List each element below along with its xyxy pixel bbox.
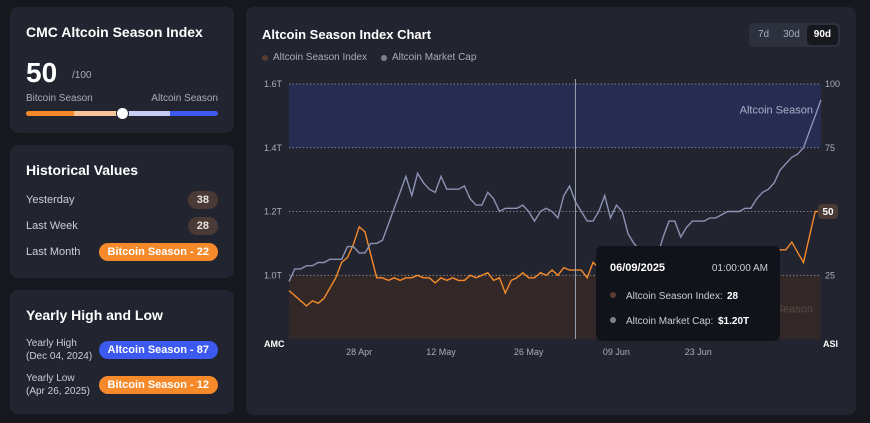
tooltip-dot-index [610, 292, 616, 298]
right-axis-label: ASI [823, 339, 838, 349]
scale-indicator-knob [116, 108, 128, 119]
x-axis-tick: 09 Jun [603, 347, 630, 357]
historical-values-card: Historical Values Yesterday 38 Last Week… [10, 145, 234, 278]
tooltip-date: 06/09/2025 [610, 262, 665, 274]
current-index-badge: 50 [818, 204, 838, 219]
left-axis-tick: 1.0T [264, 270, 283, 280]
right-axis-tick: 25 [825, 270, 835, 280]
yearly-high-text: Yearly High [26, 338, 77, 349]
yearly-high-low-card: Yearly High and Low Yearly High (Dec 04,… [10, 290, 234, 414]
hist-lastweek-badge: 28 [187, 217, 218, 235]
chart-tooltip: 06/09/2025 01:00:00 AM Altcoin Season In… [596, 246, 780, 341]
tooltip-mcap-value: $1.20T [718, 316, 749, 327]
x-axis-tick: 26 May [514, 347, 544, 357]
legend-label-index: Altcoin Season Index [273, 52, 367, 63]
left-axis-tick: 1.4T [264, 143, 283, 153]
legend-label-mcap: Altcoin Market Cap [391, 52, 477, 63]
hist-lastmonth-badge: Bitcoin Season - 22 [98, 243, 218, 261]
tooltip-index-value: 28 [727, 291, 739, 302]
range-selector: 7d 30d 90d [748, 23, 840, 47]
range-button-7d[interactable]: 7d [757, 29, 770, 40]
hist-yesterday-label: Yesterday [26, 194, 75, 206]
yearly-low-date: (Apr 26, 2025) [26, 386, 90, 397]
current-index-badge-value: 50 [822, 207, 834, 218]
altcoin-index-card: CMC Altcoin Season Index 50 /100 Bitcoin… [10, 7, 234, 133]
index-value: 50 [26, 57, 58, 88]
yearly-low-badge: Bitcoin Season - 12 [98, 376, 218, 394]
right-axis-tick: 100 [825, 79, 840, 89]
chart-title: Altcoin Season Index Chart [262, 27, 432, 42]
tooltip-time: 01:00:00 AM [712, 263, 768, 274]
scale-seg-bitcoin [26, 111, 74, 116]
x-axis-tick: 28 Apr [346, 347, 372, 357]
legend-item-mcap[interactable]: Altcoin Market Cap [380, 52, 477, 63]
historical-title: Historical Values [26, 162, 139, 178]
legend-dot-index [262, 54, 268, 61]
tooltip-index-label: Altcoin Season Index: [626, 291, 723, 302]
scale-seg-altcoin [170, 111, 218, 116]
current-index-badge-bg [818, 204, 838, 219]
x-axis-tick: 23 Jun [685, 347, 712, 357]
index-max: /100 [72, 70, 92, 81]
yearly-title: Yearly High and Low [26, 307, 163, 323]
yearly-high-badge: Altcoin Season - 87 [98, 341, 218, 359]
mcap-series-line [288, 99, 822, 282]
index-chart-card: Altcoin Season Index Chart Altcoin Seaso… [246, 7, 856, 415]
tooltip-mcap-label: Altcoin Market Cap: [626, 316, 713, 327]
legend-item-index[interactable]: Altcoin Season Index [262, 52, 367, 63]
x-axis-tick: 12 May [426, 347, 456, 357]
chart-plot[interactable]: Altcoin Season Bitcoin Season 1.6T 1.4T … [246, 7, 856, 415]
chart-legend: Altcoin Season Index Altcoin Market Cap [262, 52, 476, 63]
left-axis-label: AMC [264, 339, 285, 349]
yearly-low-label: Yearly Low (Apr 26, 2025) [26, 372, 90, 398]
bitcoin-season-label: Bitcoin Season [26, 93, 93, 104]
grid-lines [289, 83, 821, 276]
right-axis-tick: 75 [825, 143, 835, 153]
hist-lastmonth-label: Last Month [26, 246, 81, 258]
range-button-90d[interactable]: 90d [806, 25, 838, 45]
yearly-high-date: (Dec 04, 2024) [26, 351, 93, 362]
altcoin-season-label: Altcoin Season [151, 93, 218, 104]
index-card-title: CMC Altcoin Season Index [26, 24, 203, 40]
hist-yesterday-badge: 38 [187, 191, 218, 209]
altcoin-season-zone [289, 84, 821, 148]
season-scale-bar [26, 111, 218, 116]
hist-lastweek-label: Last Week [26, 220, 78, 232]
yearly-low-text: Yearly Low [26, 373, 75, 384]
left-axis-tick: 1.6T [264, 79, 283, 89]
altcoin-season-zone-label: Altcoin Season [740, 105, 813, 117]
legend-dot-mcap [380, 54, 387, 61]
tooltip-dot-mcap [610, 317, 616, 323]
left-axis-tick: 1.2T [264, 207, 283, 217]
yearly-high-label: Yearly High (Dec 04, 2024) [26, 337, 92, 363]
scale-seg-altcoin-light [122, 111, 170, 116]
tooltip-bg [596, 246, 780, 341]
scale-seg-bitcoin-light [74, 111, 122, 116]
range-button-30d[interactable]: 30d [783, 29, 800, 40]
